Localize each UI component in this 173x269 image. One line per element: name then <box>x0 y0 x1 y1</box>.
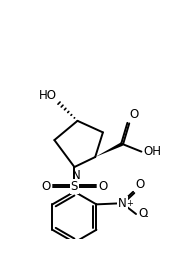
Text: -: - <box>144 211 148 221</box>
Text: S: S <box>71 180 78 193</box>
Text: HO: HO <box>39 89 57 102</box>
Text: O: O <box>138 207 148 221</box>
Text: N: N <box>118 197 126 210</box>
Text: O: O <box>130 108 139 121</box>
Text: O: O <box>98 180 108 193</box>
Text: OH: OH <box>144 145 162 158</box>
Polygon shape <box>95 142 123 157</box>
Text: O: O <box>135 178 144 191</box>
Text: +: + <box>126 199 133 208</box>
Text: O: O <box>41 180 51 193</box>
Text: N: N <box>72 169 81 182</box>
